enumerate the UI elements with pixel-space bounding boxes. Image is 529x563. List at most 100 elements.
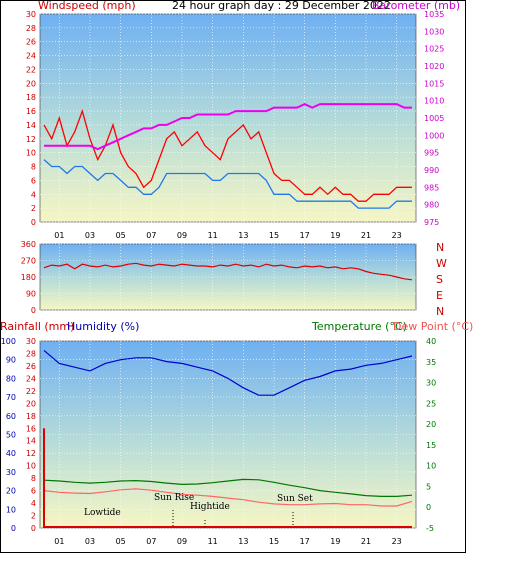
barometer-tick: 1010 (424, 97, 444, 106)
rainfall-tick: 2 (31, 512, 36, 521)
compass-labels: N W S E N (436, 241, 447, 318)
x-tick-label: 19 (330, 231, 340, 240)
x-tick-label: 05 (116, 537, 126, 546)
windspeed-tick: 16 (26, 107, 36, 116)
x-tick-label: 01 (54, 537, 64, 546)
rainfall-tick: 24 (26, 374, 36, 383)
rainfall-tick: 30 (26, 337, 36, 346)
x-tick-label: 05 (116, 231, 126, 240)
humidity-tick: 80 (6, 374, 16, 383)
windspeed-tick: 10 (26, 149, 36, 158)
x-tick-label: 13 (238, 537, 248, 546)
humidity-tick: 60 (6, 412, 16, 421)
rainfall-tick: 16 (26, 424, 36, 433)
humidity-tick: 20 (6, 487, 16, 496)
humidity-tick: 50 (6, 431, 16, 440)
dewpoint-line (43, 488, 413, 507)
rainfall-tick: 10 (26, 462, 36, 471)
barometer-tick: 975 (424, 218, 439, 227)
dewpoint-axis-title: Dew Point (°C) (393, 320, 473, 333)
x-tick-label: 23 (392, 231, 402, 240)
grid-lines (40, 13, 416, 529)
rainfall-tick: 20 (26, 399, 36, 408)
compass-s: S (436, 273, 443, 286)
humidity-tick: 70 (6, 393, 16, 402)
wind-plot-area (39, 13, 417, 223)
barometer-tick: 985 (424, 183, 439, 192)
barometer-axis-title: Barometer (mb) (372, 0, 460, 12)
direction-tick: 0 (31, 306, 36, 315)
humidity-tick: 10 (6, 505, 16, 514)
humidity-line (43, 349, 413, 396)
humidity-tick: 30 (6, 468, 16, 477)
humidity-axis-title: Humidity (%) (67, 320, 139, 333)
windspeed-tick: 24 (26, 52, 36, 61)
rainfall-tick: 0 (31, 524, 36, 533)
rainfall-tick: 4 (31, 499, 36, 508)
x-tick-label: 03 (85, 537, 95, 546)
direction-tick: 270 (21, 257, 36, 266)
temperature-plot-area (39, 340, 417, 529)
compass-n-lower: N (436, 305, 444, 318)
hightide-label: Hightide (190, 502, 230, 512)
compass-e: E (436, 289, 443, 302)
temperature-tick: 15 (426, 441, 436, 450)
rainfall-axis-title: Rainfall (mm) (0, 320, 74, 333)
barometer-tick: 1035 (424, 10, 444, 19)
humidity-tick: 100 (1, 337, 16, 346)
windspeed-tick: 4 (31, 190, 36, 199)
rainfall-tick: 28 (26, 349, 36, 358)
temperature-tick: -5 (426, 524, 434, 533)
tide-sun-annotations: Lowtide Sun Rise Hightide Sun Set (84, 493, 313, 527)
windspeed-tick: 26 (26, 38, 36, 47)
windspeed-axis-title: Windspeed (mph) (38, 0, 136, 12)
barometer-tick: 1015 (424, 79, 444, 88)
x-tick-label: 01 (54, 231, 64, 240)
direction-plot-area (39, 243, 417, 311)
x-tick-label: 19 (330, 537, 340, 546)
average-line (43, 159, 412, 209)
windspeed-tick: 0 (31, 218, 36, 227)
x-tick-label: 03 (85, 231, 95, 240)
barometer-tick: 1020 (424, 62, 444, 71)
windspeed-tick: 6 (31, 176, 36, 185)
windspeed-tick: 30 (26, 10, 36, 19)
barometer-tick: 980 (424, 201, 439, 210)
temperature-tick: 40 (426, 337, 436, 346)
temperature-tick: 0 (426, 503, 431, 512)
windspeed-tick: 8 (31, 163, 36, 172)
x-tick-label: 09 (177, 537, 187, 546)
windspeed-tick: 2 (31, 204, 36, 213)
windspeed-tick: 12 (26, 135, 36, 144)
barometer-tick: 990 (424, 166, 439, 175)
temperature-axis-title: Temperature (°C) (311, 320, 407, 333)
temperature-tick: 20 (426, 420, 436, 429)
x-tick-label: 11 (208, 537, 218, 546)
direction-tick: 360 (21, 240, 36, 249)
barometer-tick: 1030 (424, 27, 444, 36)
x-tick-label: 17 (300, 537, 310, 546)
temperature-tick: 25 (426, 399, 436, 408)
sunrise-label: Sun Rise (154, 493, 194, 503)
barometer-tick: 1005 (424, 114, 444, 123)
direction-line (43, 262, 413, 281)
rainfall-tick: 26 (26, 362, 36, 371)
barometer-tick: 1025 (424, 45, 444, 54)
windspeed-tick: 20 (26, 79, 36, 88)
compass-w: W (436, 257, 447, 270)
x-tick-label: 09 (177, 231, 187, 240)
graph-frame (0, 0, 466, 553)
x-tick-label: 07 (146, 231, 156, 240)
rainfall-tick: 18 (26, 412, 36, 421)
tick-labels: 0246810121416182022242628309759809859909… (1, 10, 445, 546)
windspeed-tick: 18 (26, 93, 36, 102)
rainfall-tick: 12 (26, 449, 36, 458)
data-series (43, 103, 413, 528)
temperature-tick: 30 (426, 379, 436, 388)
rainfall-tick: 8 (31, 474, 36, 483)
direction-tick: 90 (26, 290, 36, 299)
x-tick-label: 13 (238, 231, 248, 240)
x-tick-label: 15 (269, 231, 279, 240)
x-tick-label: 15 (269, 537, 279, 546)
